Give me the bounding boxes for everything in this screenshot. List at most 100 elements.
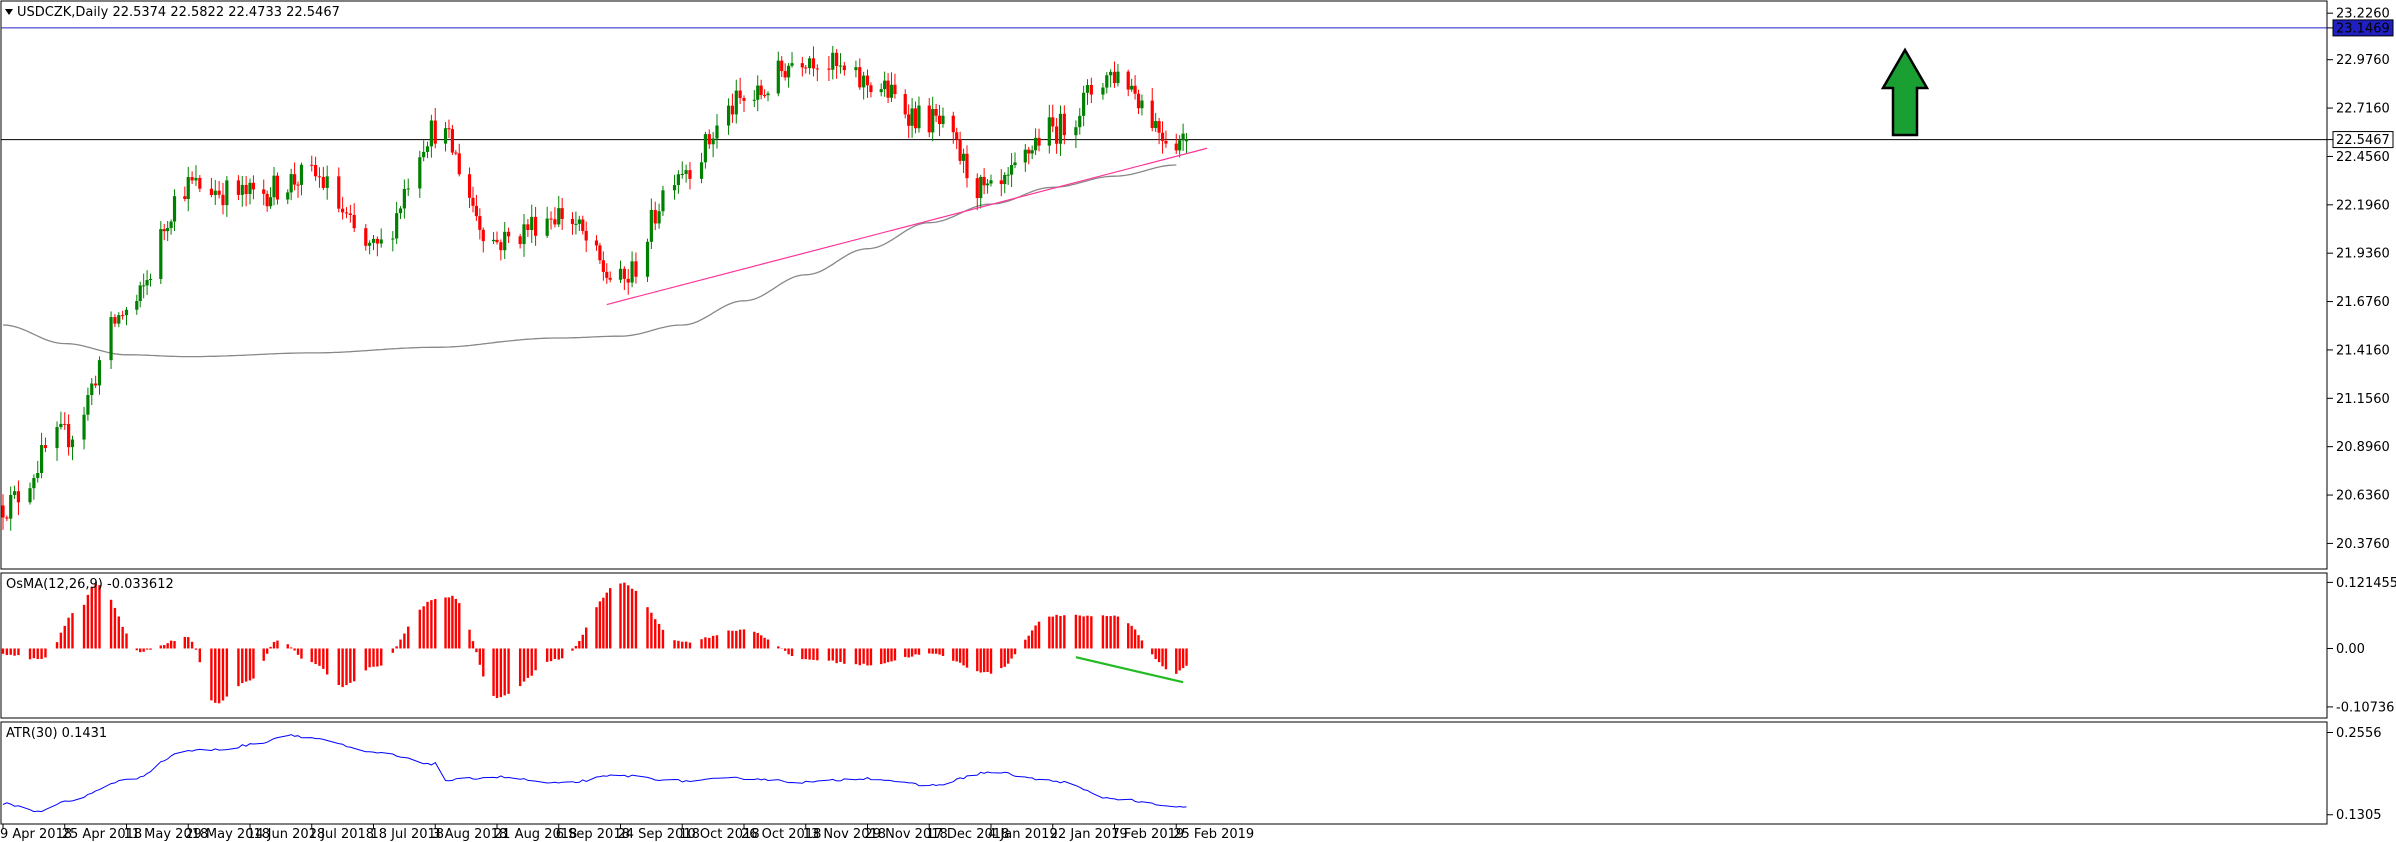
candle[interactable] [608,271,612,283]
candle[interactable] [854,60,858,78]
candle[interactable] [1013,152,1017,169]
candle[interactable] [1178,135,1182,158]
candle[interactable] [570,212,575,235]
candle[interactable] [341,196,345,220]
candle[interactable] [1062,105,1066,145]
candle[interactable] [364,224,368,251]
candle[interactable] [262,179,266,206]
candle[interactable] [221,182,225,215]
candle[interactable] [1136,89,1141,114]
candle[interactable] [982,168,986,195]
candle[interactable] [265,190,269,212]
candle[interactable] [688,162,692,190]
candle[interactable] [618,260,623,283]
moving-average-line[interactable] [2,164,1177,358]
candle[interactable] [1,494,5,530]
candle[interactable] [811,46,816,77]
candle[interactable] [766,91,770,102]
candle[interactable] [471,186,475,213]
candle[interactable] [999,169,1003,197]
candle[interactable] [398,206,403,220]
candle[interactable] [756,75,760,112]
candle[interactable] [162,223,166,241]
candle[interactable] [577,215,581,231]
candle[interactable] [190,171,194,184]
osma-divergence-line[interactable] [1075,656,1184,684]
candle[interactable] [985,178,990,194]
candle[interactable] [286,189,290,205]
candle[interactable] [883,71,887,97]
candle[interactable] [680,161,684,179]
candle[interactable] [913,101,918,134]
candle[interactable] [183,186,187,202]
candle[interactable] [391,231,395,252]
candle[interactable] [213,180,217,205]
candle[interactable] [5,515,9,522]
candle[interactable] [965,145,969,188]
candle[interactable] [454,149,458,156]
candle[interactable] [1033,128,1038,156]
candle[interactable] [657,203,661,229]
candle[interactable] [402,179,406,219]
candle[interactable] [217,181,221,199]
candle[interactable] [166,221,170,242]
candle[interactable] [1023,144,1027,172]
candle[interactable] [955,127,959,150]
up-arrow-icon[interactable] [1880,47,1930,137]
candle[interactable] [198,175,202,192]
candle[interactable] [12,485,17,499]
candle[interactable] [1003,172,1007,194]
candle[interactable] [124,307,129,326]
candle[interactable] [94,375,98,388]
candle[interactable] [67,414,71,456]
candle[interactable] [495,231,499,245]
candle[interactable] [275,172,280,205]
candle[interactable] [634,252,638,284]
candle[interactable] [557,195,561,228]
candle[interactable] [560,197,564,230]
candle[interactable] [86,387,90,421]
candle[interactable] [289,168,293,201]
candle[interactable] [317,167,322,188]
candle[interactable] [776,51,780,97]
candle[interactable] [581,215,585,235]
candle[interactable] [371,235,376,251]
candle[interactable] [903,89,907,119]
candle[interactable] [142,273,146,299]
candle[interactable] [549,211,553,230]
candle[interactable] [1101,82,1105,100]
candle[interactable] [800,56,804,77]
candle[interactable] [1078,108,1082,135]
candle[interactable] [1133,75,1137,100]
candle[interactable] [676,170,680,194]
candle[interactable] [145,270,149,295]
candle[interactable] [661,185,665,216]
candle[interactable] [815,64,819,82]
candle[interactable] [225,176,229,217]
atr-line[interactable] [2,734,1187,813]
candle[interactable] [422,140,426,162]
candle[interactable] [707,129,711,149]
candle[interactable] [169,219,173,235]
candle[interactable] [240,176,244,207]
candle[interactable] [1030,145,1034,160]
candle[interactable] [518,233,522,249]
candle[interactable] [917,96,921,133]
candle[interactable] [1009,153,1014,188]
candle[interactable] [1105,72,1109,94]
candle[interactable] [862,71,866,100]
candle[interactable] [296,181,300,198]
candle[interactable] [726,98,731,135]
candle[interactable] [55,421,59,461]
candle[interactable] [481,227,485,253]
candle[interactable] [653,201,657,231]
candle[interactable] [1157,117,1161,145]
collapse-triangle-icon[interactable] [5,9,13,15]
candle[interactable] [684,164,688,183]
candle[interactable] [1164,130,1168,148]
candle[interactable] [1181,123,1185,152]
candle[interactable] [790,52,794,68]
candle[interactable] [672,174,677,200]
candle[interactable] [907,104,911,139]
candle[interactable] [1085,79,1090,105]
